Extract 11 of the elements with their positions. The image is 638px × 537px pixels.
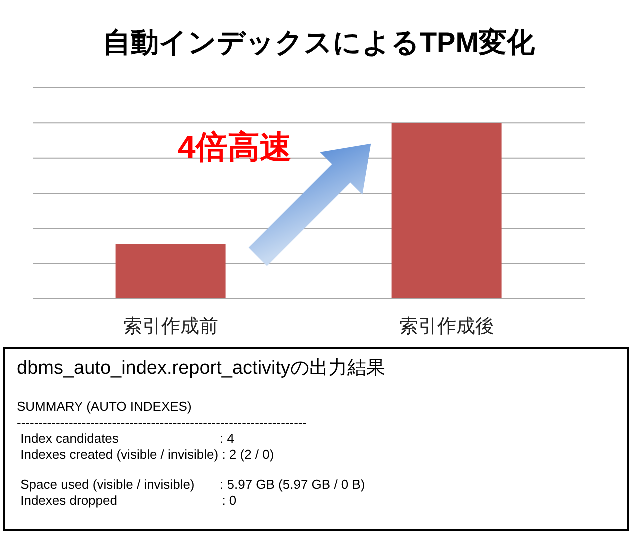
annotation: 4倍高速 <box>178 128 292 167</box>
x-tick-label: 索引作成後 <box>400 316 494 338</box>
chart-title: 自動インデックスによるTPM変化 <box>102 26 536 60</box>
x-tick-label: 索引作成前 <box>124 316 218 338</box>
text: Indexes dropped : 0 <box>20 493 238 509</box>
text: Indexes created (visible / invisible) : 2 (2 / 0) <box>20 447 276 463</box>
text: Index candidates : 4 <box>20 431 236 447</box>
text: ------------------------------------------------------------------- <box>17 415 308 431</box>
text: Space used (visible / invisible) : 5.97 GB (5.97 GB / 0 B) <box>20 477 366 493</box>
text: SUMMARY (AUTO INDEXES) <box>17 399 193 415</box>
text: dbms_auto_index.report_activityの出力結果 <box>17 357 387 381</box>
